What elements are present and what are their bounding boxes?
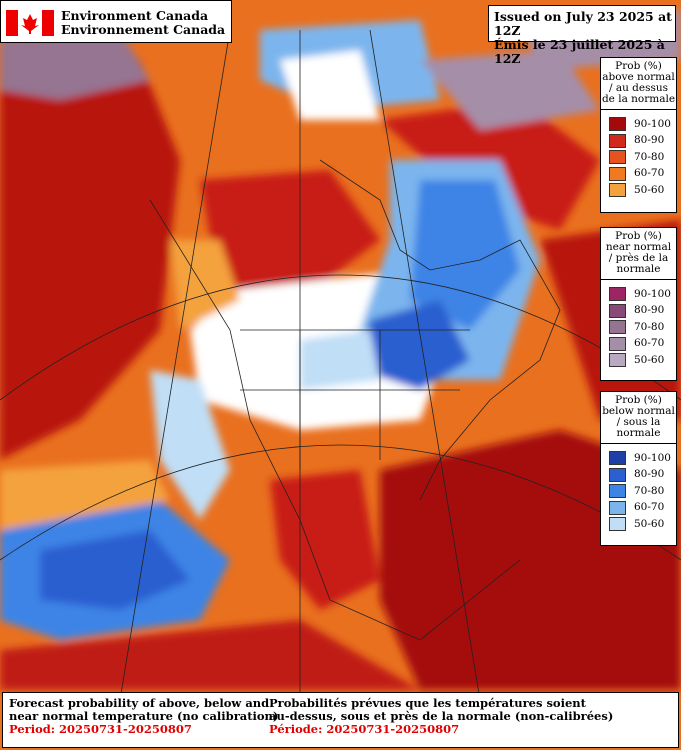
- legend-label: 60-70: [634, 337, 665, 350]
- legend-title-line: near normal: [605, 241, 672, 253]
- legend-item: 60-70: [601, 166, 676, 183]
- legend-item: 70-80: [601, 149, 676, 166]
- legend-swatch: [609, 336, 626, 351]
- legend-label: 50-60: [634, 353, 665, 366]
- legend-title-line: / au dessus: [608, 82, 669, 94]
- footer-box: Forecast probability of above, below and…: [2, 692, 679, 748]
- legend-label: 50-60: [634, 517, 665, 530]
- legend-item: 90-100: [601, 450, 676, 467]
- legend-label: 80-90: [634, 304, 665, 317]
- legend-item: 70-80: [601, 319, 676, 336]
- legend-item: 80-90: [601, 467, 676, 484]
- legend-swatch: [609, 320, 626, 335]
- legend-title: Prob (%) above normal / au dessus de la nor…: [601, 61, 676, 110]
- legend-item: 80-90: [601, 303, 676, 320]
- legend-item: 90-100: [601, 286, 676, 303]
- legend-item: 90-100: [601, 116, 676, 133]
- agency-box: Environment Canada Environnement Canada: [0, 0, 232, 43]
- legend-label: 60-70: [634, 501, 665, 514]
- legend-swatch: [609, 150, 626, 165]
- canada-flag: [6, 10, 54, 36]
- legend-title-line: below normal: [602, 405, 675, 417]
- legend-label: 50-60: [634, 183, 665, 196]
- legend-swatch: [609, 517, 626, 532]
- legend-title-line: / près de la: [608, 252, 669, 264]
- legend-title-line: Prob (%): [615, 60, 662, 72]
- footer-en-line: near normal temperature (no calibration): [9, 709, 279, 723]
- legend-swatch: [609, 500, 626, 515]
- issued-box: Issued on July 23 2025 at 12Z Émis le 23…: [488, 5, 676, 66]
- agency-fr: Environnement Canada: [61, 22, 226, 37]
- legend-item: 60-70: [601, 500, 676, 517]
- legend-title-line: de la normale: [601, 93, 676, 105]
- legend-swatch: [609, 287, 626, 302]
- legend-title-line: normale: [616, 263, 661, 275]
- legend-swatch: [609, 117, 626, 132]
- legend-swatch: [609, 166, 626, 181]
- legend-title: Prob (%) near normal / près de la normale: [601, 231, 676, 280]
- legend-box: Prob (%) near normal / près de la normale 90…: [600, 227, 677, 381]
- legend-label: 80-90: [634, 468, 665, 481]
- legend-label: 90-100: [634, 451, 671, 464]
- legend-label: 70-80: [634, 320, 665, 333]
- agency-en: Environment Canada: [61, 8, 209, 23]
- legend-item: 70-80: [601, 483, 676, 500]
- issued-en: Issued on July 23 2025 at 12Z: [494, 9, 672, 38]
- footer-en-line: Forecast probability of above, below and: [9, 696, 270, 710]
- legend-item: 60-70: [601, 336, 676, 353]
- legend-swatch: [609, 451, 626, 466]
- legend-box: Prob (%) above normal / au dessus de la nor…: [600, 57, 677, 213]
- legend-label: 80-90: [634, 134, 665, 147]
- legend-label: 90-100: [634, 117, 671, 130]
- legend-title-line: above normal: [602, 71, 675, 83]
- legend-label: 90-100: [634, 287, 671, 300]
- legend-swatch: [609, 484, 626, 499]
- footer-fr-line: au-dessus, sous et près de la normale (n…: [269, 709, 614, 723]
- legend-item: 50-60: [601, 182, 676, 199]
- legend-label: 70-80: [634, 484, 665, 497]
- legend-title-line: / sous la normale: [616, 416, 661, 439]
- footer-en-period: Period: 20250731-20250807: [9, 722, 192, 736]
- footer-fr-line: Probabilités prévues que les température…: [269, 696, 586, 710]
- legend-label: 60-70: [634, 167, 665, 180]
- legend-box: Prob (%) below normal / sous la normale 90-…: [600, 391, 677, 546]
- legend-label: 70-80: [634, 150, 665, 163]
- legend-swatch: [609, 183, 626, 198]
- legend-swatch: [609, 133, 626, 148]
- footer-fr-period: Période: 20250731-20250807: [269, 722, 460, 736]
- issued-fr: Émis le 23 juillet 2025 à 12Z: [494, 37, 665, 66]
- legend-swatch: [609, 467, 626, 482]
- legend-title: Prob (%) below normal / sous la normale: [601, 395, 676, 444]
- legend-swatch: [609, 303, 626, 318]
- legend-title-line: Prob (%): [615, 230, 662, 242]
- legend-swatch: [609, 353, 626, 368]
- legend-item: 50-60: [601, 516, 676, 533]
- legend-item: 80-90: [601, 133, 676, 150]
- legend-title-line: Prob (%): [615, 394, 662, 406]
- legend-item: 50-60: [601, 352, 676, 369]
